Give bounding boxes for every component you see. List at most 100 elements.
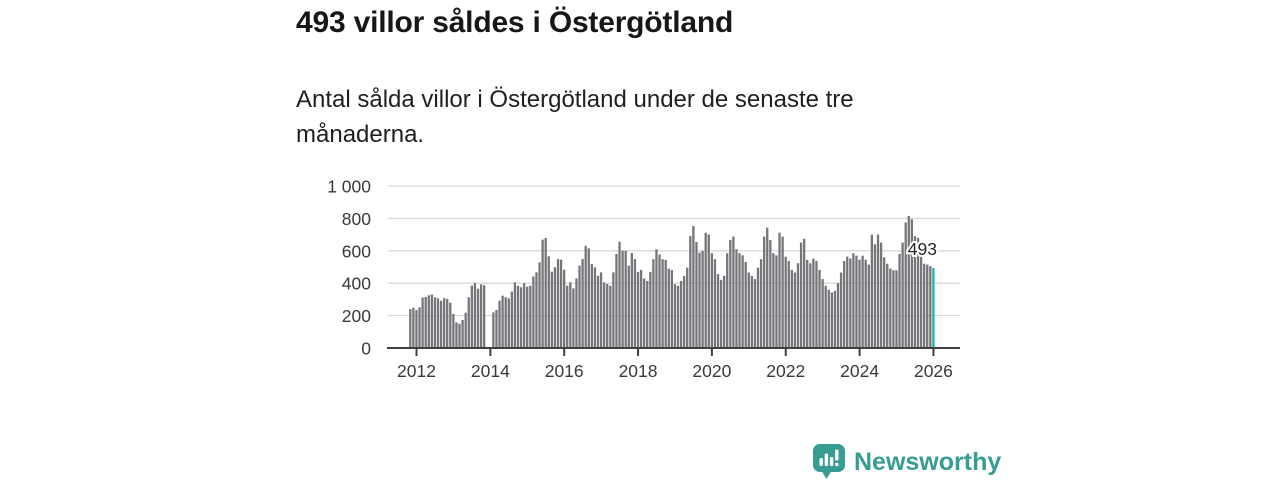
- bar: [627, 265, 630, 348]
- bar: [649, 271, 652, 348]
- bar: [578, 265, 581, 348]
- bar: [569, 282, 572, 348]
- bar: [510, 291, 513, 348]
- bar: [766, 227, 769, 348]
- bar: [901, 242, 904, 348]
- bar: [750, 275, 753, 348]
- bar: [704, 232, 707, 348]
- bar: [793, 272, 797, 348]
- bar: [639, 269, 643, 348]
- bar: [867, 264, 870, 348]
- bar: [655, 249, 658, 348]
- bar: [553, 267, 557, 348]
- bar: [556, 259, 560, 348]
- bar: [876, 234, 880, 348]
- y-axis-tick-label: 600: [342, 241, 371, 261]
- bar: [830, 292, 833, 348]
- bar: [846, 256, 849, 348]
- bar: [409, 309, 412, 348]
- bar: [726, 253, 729, 348]
- bar: [907, 215, 910, 348]
- bar: [729, 239, 732, 348]
- bar: [624, 250, 627, 348]
- bar: [443, 298, 446, 348]
- bar: [763, 236, 766, 348]
- bar: [864, 259, 867, 348]
- bar: [483, 285, 486, 348]
- bar: [412, 307, 415, 348]
- bar: [446, 298, 449, 348]
- bar: [541, 239, 544, 348]
- bar: [701, 250, 704, 348]
- bar: [575, 278, 578, 348]
- bar: [821, 279, 824, 348]
- y-axis-tick-label: 800: [342, 209, 371, 229]
- bar: [778, 232, 781, 348]
- bar: [427, 295, 430, 348]
- bar: [572, 288, 575, 348]
- bar: [498, 300, 501, 348]
- bar: [664, 259, 667, 348]
- bar: [464, 312, 467, 348]
- bar: [713, 259, 717, 348]
- bar: [670, 269, 673, 348]
- x-axis-tick-label: 2024: [840, 361, 879, 381]
- bar: [603, 282, 606, 348]
- bar: [673, 284, 677, 348]
- bar: [535, 272, 538, 348]
- bar: [858, 259, 861, 348]
- bar: [544, 238, 547, 348]
- bar: [532, 276, 535, 348]
- bar: [686, 267, 689, 348]
- bar: [719, 279, 723, 348]
- bar: [781, 236, 784, 348]
- bar: [646, 280, 649, 348]
- bar: [916, 237, 920, 348]
- bar: [787, 261, 790, 348]
- bar: [824, 285, 827, 348]
- bar: [772, 253, 775, 348]
- bar: [710, 253, 713, 348]
- bar: [636, 271, 640, 348]
- bar: [424, 296, 427, 348]
- bar: [919, 245, 923, 348]
- bar: [615, 254, 618, 348]
- bar: [559, 259, 563, 348]
- bar: [547, 256, 550, 348]
- bar: [538, 262, 541, 348]
- bar: [415, 310, 418, 348]
- bar: [790, 269, 793, 348]
- bar: [689, 236, 692, 348]
- highlighted-bar: [932, 268, 935, 348]
- bar: [492, 312, 495, 348]
- y-axis-tick-label: 400: [342, 274, 371, 294]
- bar: [870, 234, 873, 348]
- y-axis-tick-label: 0: [361, 339, 371, 359]
- bar: [596, 275, 600, 348]
- bar: [452, 313, 455, 348]
- bar: [513, 282, 517, 348]
- bar: [815, 261, 818, 348]
- bar: [609, 285, 612, 348]
- bar: [873, 244, 877, 348]
- bar: [836, 283, 840, 348]
- bar: [418, 307, 421, 348]
- bar: [652, 259, 655, 348]
- bar: [886, 263, 889, 348]
- bar: [738, 253, 741, 348]
- bar: [581, 259, 584, 348]
- bar: [913, 236, 917, 348]
- bar: [519, 287, 523, 348]
- bar: [910, 219, 913, 348]
- bar: [633, 259, 637, 348]
- bar: [612, 272, 615, 348]
- bar: [732, 236, 735, 348]
- newsworthy-wordmark: Newsworthy: [854, 447, 1002, 476]
- bar: [504, 297, 507, 348]
- bar: [895, 270, 898, 348]
- bar: [550, 271, 553, 348]
- bar: [698, 252, 701, 348]
- bar: [926, 264, 929, 348]
- bar: [861, 255, 864, 348]
- bar: [455, 322, 458, 348]
